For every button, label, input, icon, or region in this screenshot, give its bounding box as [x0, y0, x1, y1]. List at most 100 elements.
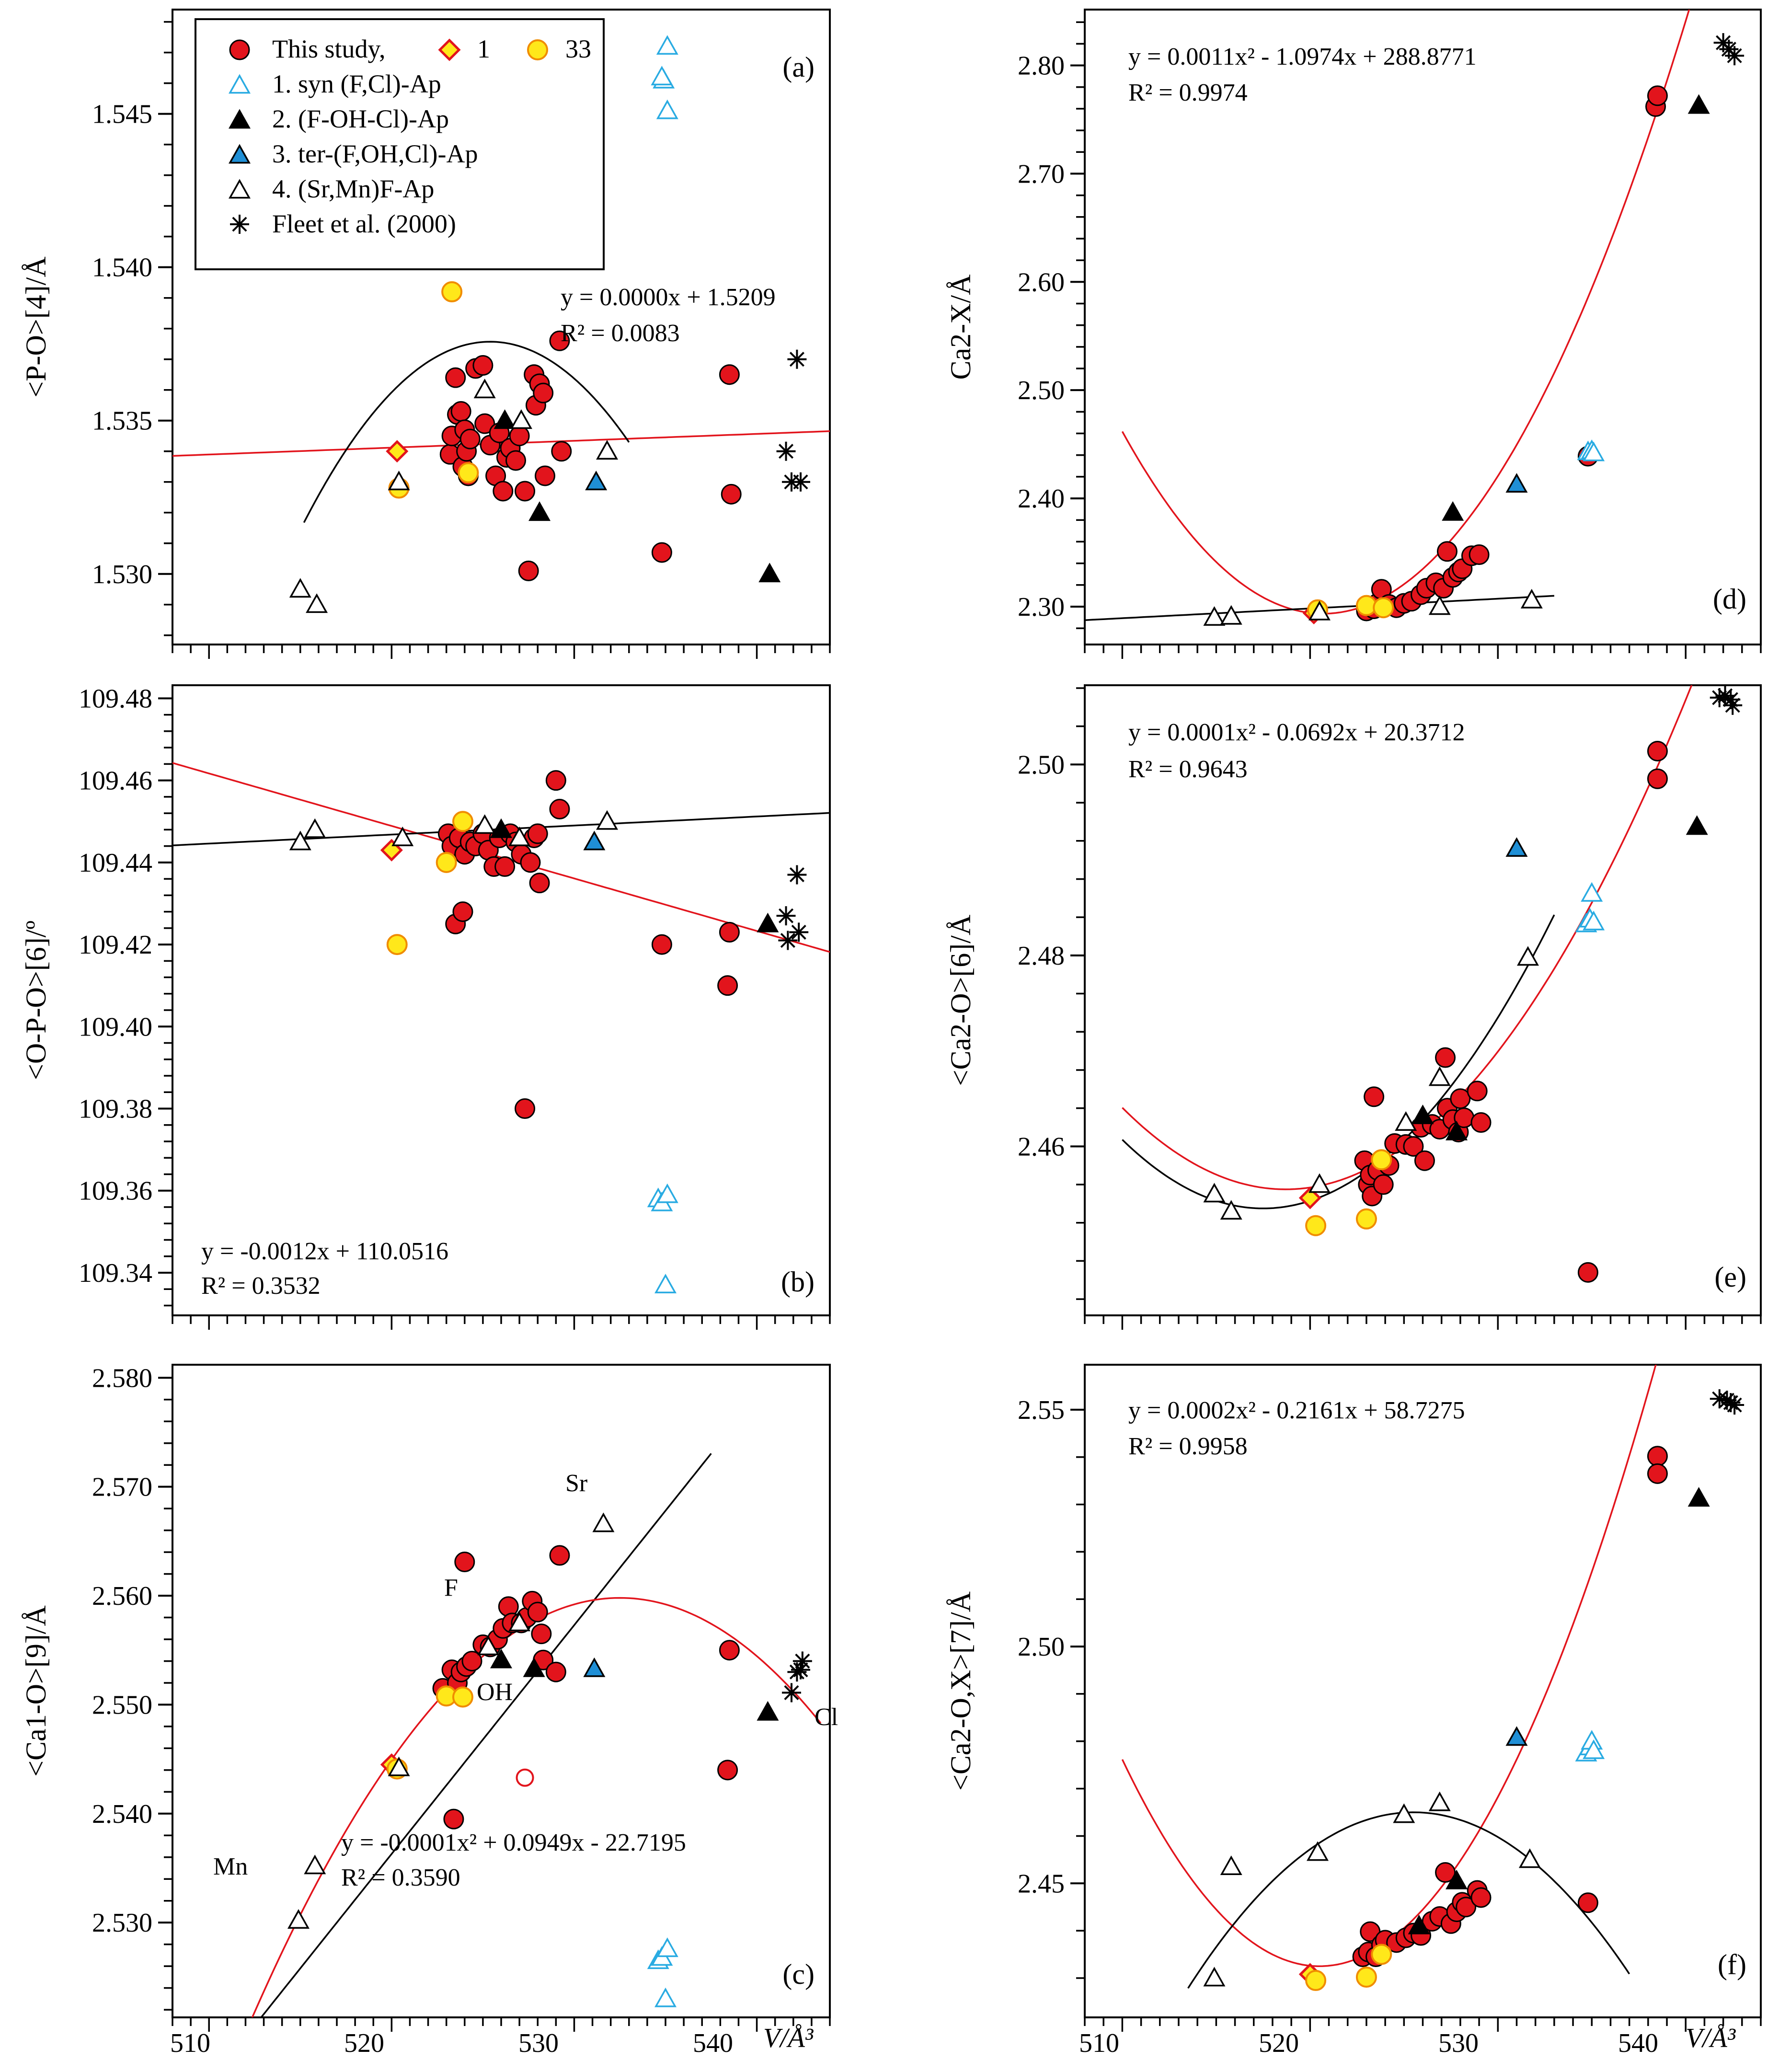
data-point-black-open-triangle: [1518, 1848, 1541, 1868]
data-point-red: [443, 1808, 464, 1830]
data-point-black-open-triangle: [473, 814, 496, 834]
legend-marker-fleet-2000: [230, 215, 249, 234]
fit-equation: y = 0.0002x² - 0.2161x + 58.7275: [1128, 1397, 1465, 1424]
data-point-black-filled-triangle: [1446, 1869, 1468, 1889]
data-points: [289, 770, 809, 1293]
data-point-yellow: [452, 811, 473, 832]
data-point-asterisk: [776, 441, 796, 461]
annotation-label: Cl: [815, 1704, 838, 1731]
data-point-red: [545, 770, 566, 791]
data-point-red: [551, 441, 572, 462]
x-tick-label-510: 510: [170, 2028, 210, 2058]
data-point-black-filled-triangle: [1687, 94, 1710, 114]
legend-label-ref-1: 1: [477, 35, 490, 63]
data-point-black-filled-triangle: [1686, 815, 1708, 835]
y-tick-label: 2.70: [1018, 159, 1065, 189]
data-point-red: [527, 1601, 548, 1623]
data-point-red: [529, 873, 550, 894]
data-points: [287, 1512, 812, 2007]
panel-label: (c): [782, 1958, 815, 1990]
data-point-red: [454, 1552, 475, 1573]
data-point-black-open-triangle: [1203, 1967, 1226, 1987]
data-point-black-open-triangle: [388, 471, 410, 491]
data-point-yellow: [452, 1686, 473, 1708]
y-axis-title: <P-O>[4]/Å: [20, 256, 52, 397]
panel-label: (d): [1713, 583, 1746, 615]
y-tick-label: 1.530: [92, 560, 152, 589]
data-point-red: [719, 921, 740, 943]
data-point-red: [1647, 85, 1668, 106]
data-point-cyan-open-triangle: [651, 66, 673, 86]
data-point-yellow: [386, 934, 408, 955]
data-point-black-filled-triangle: [1687, 1487, 1710, 1507]
panel-label: (b): [781, 1266, 815, 1298]
panel-e: 2.46 2.48 2.50 <Ca2-O>[6]/Å y = 0.0001x² - 0…: [945, 684, 1762, 1330]
data-point-diamond: [386, 440, 409, 463]
data-point-asterisk: [1721, 690, 1741, 709]
data-point-red: [515, 1098, 536, 1119]
y-tick-label: 109.48: [79, 684, 152, 714]
data-point-black-filled-triangle: [1412, 1105, 1434, 1124]
data-point-red: [533, 382, 554, 403]
data-point-red: [527, 823, 548, 844]
data-point-black-open-triangle: [289, 578, 311, 598]
data-point-red: [549, 799, 570, 820]
panel-label: (f): [1718, 1949, 1746, 1980]
data-point-red: [1435, 1047, 1456, 1068]
black-fit-curve: [303, 341, 630, 523]
data-point-black-filled-triangle: [523, 1657, 545, 1677]
y-tick-label: 2.50: [1018, 1632, 1065, 1662]
legend-marker-sr-mn-f-ap: [229, 179, 251, 199]
y-tick-label: 2.560: [92, 1581, 152, 1611]
data-points: [1203, 1389, 1745, 1991]
data-point-asterisk: [789, 922, 809, 942]
data-point-black-open-triangle: [508, 826, 531, 846]
data-point-yellow: [436, 852, 457, 873]
panel-d: 2.30 2.40 2.50 2.60 2.70 2.80 Ca2-X/Å y = 0.001…: [945, 9, 1762, 659]
data-point-red: [721, 483, 742, 505]
legend-label-sr-mn-f-ap: 4. (Sr,Mn)F-Ap: [272, 174, 434, 203]
panel-label: (e): [1714, 1261, 1746, 1293]
fit-r-squared: R² = 0.9643: [1128, 756, 1248, 783]
y-axis-title: Ca2-X/Å: [945, 275, 976, 380]
data-point-red: [1364, 1086, 1385, 1107]
data-point-yellow: [1371, 1944, 1392, 1965]
data-point-cyan-open-triangle: [1581, 882, 1603, 902]
data-point-red: [534, 465, 555, 486]
data-point-cyan-open-triangle: [656, 1183, 678, 1203]
y-tick-label: 109.42: [79, 930, 152, 960]
data-point-red: [1467, 1081, 1488, 1102]
legend-label-f-oh-cl-ap: 2. (F-OH-Cl)-Ap: [272, 104, 449, 133]
panel-a: 1.530 1.535 1.540 1.545 <P-O>[4]/Å y = 0.0000…: [20, 9, 831, 659]
data-point-black-open-triangle: [1220, 605, 1242, 625]
data-points: [1203, 686, 1743, 1283]
y-axis-title: <O-P-O>[6]/º: [20, 921, 52, 1080]
data-point-red: [719, 364, 740, 385]
y-tick-label: 2.40: [1018, 484, 1065, 514]
data-points: [1203, 33, 1745, 626]
data-point-cyan-open-triangle: [1583, 910, 1605, 931]
data-point-black-open-triangle: [510, 409, 532, 429]
data-point-yellow: [441, 281, 463, 302]
y-tick-label: 2.45: [1018, 1869, 1065, 1899]
y-axis-title: <Ca2-O,X>[7]/Å: [945, 1591, 976, 1791]
data-point-red-open: [516, 1768, 534, 1787]
data-point-asterisk: [778, 931, 798, 950]
x-axis-labels-right: 510 520 530 540 V/Å³: [1079, 2022, 1736, 2058]
black-fit-curve: [260, 1453, 712, 2017]
y-tick-label: 1.535: [92, 406, 152, 436]
data-point-red: [459, 428, 481, 449]
data-point-red: [472, 355, 494, 376]
black-fit-curve: [1122, 914, 1555, 1209]
data-point-red: [1403, 1136, 1424, 1157]
data-point-black-filled-triangle: [1446, 1120, 1468, 1140]
data-point-blue-filled-triangle: [585, 471, 608, 491]
data-point-red: [545, 1661, 566, 1682]
data-point-diamond: [1298, 1186, 1321, 1209]
data-point-red: [549, 330, 570, 351]
data-point-red: [1647, 740, 1668, 761]
data-point-asterisk: [1725, 46, 1745, 66]
y-axis-title: <Ca1-O>[9]/Å: [20, 1605, 52, 1777]
data-point-black-open-triangle: [1428, 595, 1451, 615]
